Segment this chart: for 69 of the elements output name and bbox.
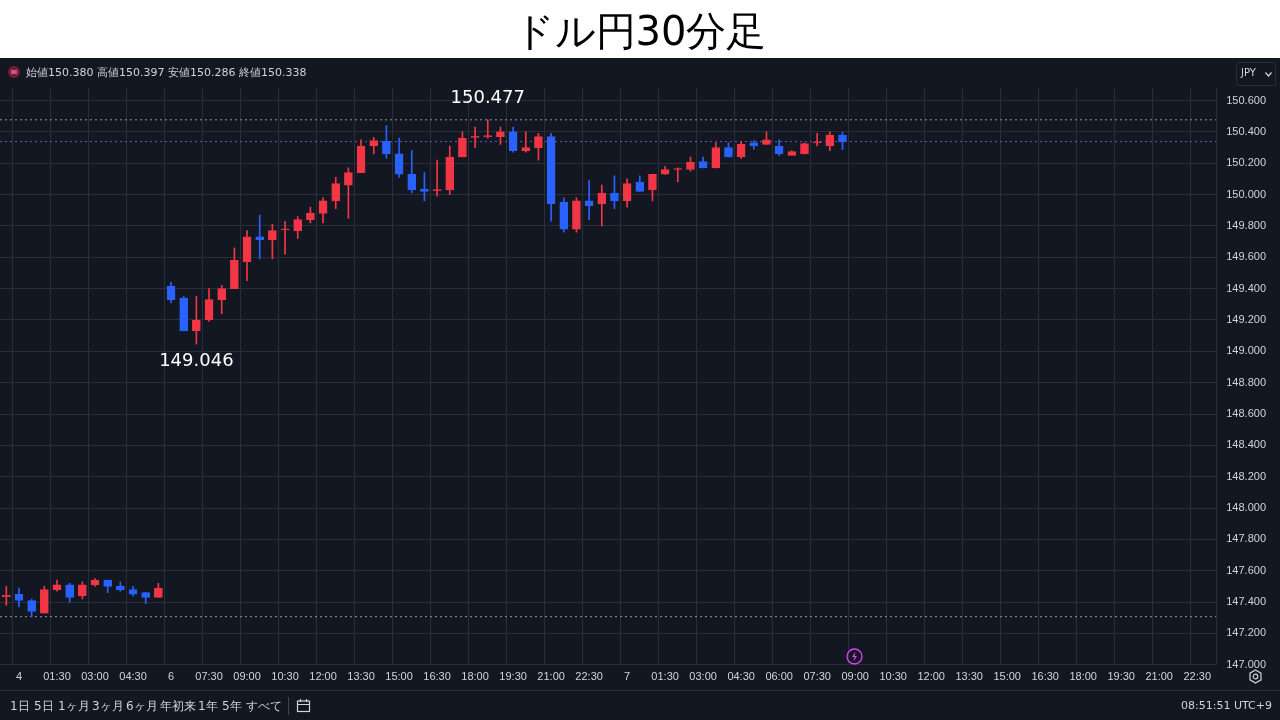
x-tick-label: 19:30	[1107, 670, 1135, 683]
x-tick-label: 03:00	[81, 670, 109, 683]
y-tick-label: 148.400	[1226, 438, 1266, 451]
y-tick-label: 149.600	[1226, 250, 1266, 263]
text: 1年	[198, 698, 218, 715]
x-tick-label: 18:00	[461, 670, 489, 683]
text: JPY	[1241, 67, 1256, 78]
x-tick-label: 09:00	[841, 670, 869, 683]
text: 1日	[10, 698, 30, 715]
x-tick-label: 01:30	[651, 670, 679, 683]
x-tick-label: 01:30	[43, 670, 71, 683]
x-tick-label: 6	[167, 670, 175, 683]
y-tick-label: 148.000	[1226, 501, 1266, 514]
candlestick	[521, 131, 531, 153]
text: 5日	[34, 698, 54, 715]
y-tick-label: 150.000	[1226, 187, 1266, 200]
x-tick-label: 4	[15, 670, 23, 683]
y-tick-label: 147.400	[1226, 595, 1266, 608]
y-tick-label: 148.200	[1226, 469, 1266, 482]
y-tick-label: 149.800	[1226, 218, 1266, 231]
text: 始値150.380 高値150.397 安値150.286 終値150.338	[26, 65, 307, 80]
x-tick-label: 06:00	[765, 670, 793, 683]
x-tick-label: 21:00	[1145, 670, 1173, 683]
text: 08:51:51 UTC+9	[1181, 699, 1272, 712]
x-tick-label: 03:00	[689, 670, 717, 683]
x-tick-label: 7	[624, 670, 631, 683]
y-tick-label: 149.200	[1226, 313, 1266, 326]
text: 6ヶ月	[126, 698, 158, 715]
x-tick-label: 16:30	[423, 670, 451, 683]
candlestick	[280, 220, 290, 255]
text: 年初来	[160, 698, 196, 715]
x-tick-label: 13:30	[347, 670, 375, 683]
x-tick-label: 04:30	[727, 670, 755, 683]
x-tick-label: 15:00	[993, 670, 1021, 683]
y-tick-label: 149.000	[1226, 344, 1266, 357]
annotation: 150.477	[450, 86, 525, 108]
text: すべて	[246, 698, 282, 715]
candlestick	[812, 133, 822, 147]
y-tick-label: 147.800	[1226, 532, 1266, 545]
y-tick-label: 147.000	[1226, 657, 1266, 670]
x-tick-label: 16:30	[1031, 670, 1059, 683]
y-tick-label: 148.800	[1226, 375, 1266, 388]
text: 1ヶ月	[58, 698, 90, 715]
x-tick-label: 22:30	[575, 670, 603, 683]
y-tick-label: 150.200	[1226, 156, 1266, 169]
text: 5年	[222, 698, 242, 715]
x-tick-label: 07:30	[803, 670, 831, 683]
chart-title: ドル円30分足	[512, 7, 768, 56]
x-tick-label: 19:30	[499, 670, 527, 683]
y-tick-label: 148.600	[1226, 407, 1266, 420]
x-tick-label: 07:30	[195, 670, 223, 683]
y-tick-label: 149.400	[1226, 281, 1266, 294]
text: 3ヶ月	[92, 698, 124, 715]
x-tick-label: 18:00	[1069, 670, 1097, 683]
x-tick-label: 12:00	[309, 670, 337, 683]
x-tick-label: 15:00	[385, 670, 413, 683]
x-tick-label: 22:30	[1183, 670, 1211, 683]
x-tick-label: 12:00	[917, 670, 945, 683]
x-tick-label: 10:30	[271, 670, 299, 683]
x-tick-label: 04:30	[119, 670, 147, 683]
x-tick-label: 13:30	[955, 670, 983, 683]
x-tick-label: 10:30	[879, 670, 907, 683]
y-tick-label: 150.600	[1226, 93, 1266, 106]
y-tick-label: 147.200	[1226, 626, 1266, 639]
y-tick-label: 150.400	[1226, 124, 1266, 137]
x-tick-label: 09:00	[233, 670, 261, 683]
y-tick-label: 147.600	[1226, 563, 1266, 576]
x-tick-label: 21:00	[537, 670, 565, 683]
annotation: 149.046	[159, 348, 234, 370]
